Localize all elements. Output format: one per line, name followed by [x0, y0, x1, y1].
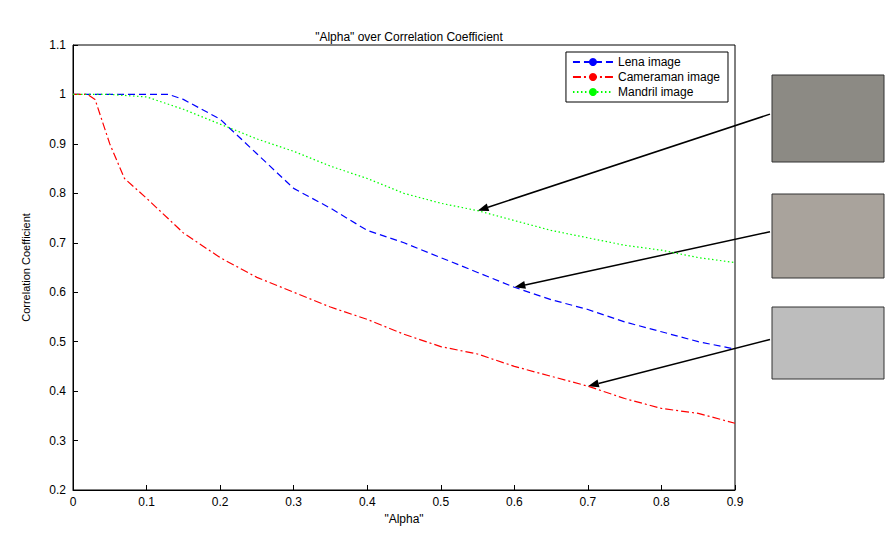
svg-text:Mandril image: Mandril image [618, 85, 694, 99]
svg-text:0.6: 0.6 [49, 285, 66, 299]
svg-text:Cameraman image: Cameraman image [618, 70, 720, 84]
svg-text:0.8: 0.8 [49, 186, 66, 200]
svg-text:0.2: 0.2 [49, 483, 66, 497]
svg-text:1.1: 1.1 [49, 38, 66, 52]
svg-text:"Alpha": "Alpha" [384, 512, 423, 526]
svg-text:0.9: 0.9 [49, 137, 66, 151]
svg-text:0.5: 0.5 [49, 335, 66, 349]
svg-text:Correlation Coefficient: Correlation Coefficient [20, 213, 32, 322]
svg-text:0.4: 0.4 [49, 384, 66, 398]
svg-text:0.8: 0.8 [653, 495, 670, 509]
svg-text:0.1: 0.1 [138, 495, 155, 509]
svg-text:0.3: 0.3 [49, 434, 66, 448]
svg-text:0.2: 0.2 [212, 495, 229, 509]
svg-text:0: 0 [70, 495, 77, 509]
svg-text:0.3: 0.3 [285, 495, 302, 509]
svg-text:0.7: 0.7 [49, 236, 66, 250]
svg-text:"Alpha" over Correlation Coeff: "Alpha" over Correlation Coefficient [315, 30, 503, 44]
svg-text:0.7: 0.7 [580, 495, 597, 509]
svg-text:0.4: 0.4 [359, 495, 376, 509]
svg-text:0.6: 0.6 [506, 495, 523, 509]
svg-text:1: 1 [59, 87, 66, 101]
svg-text:0.5: 0.5 [432, 495, 449, 509]
svg-text:0.9: 0.9 [727, 495, 744, 509]
svg-text:Lena image: Lena image [618, 55, 681, 69]
